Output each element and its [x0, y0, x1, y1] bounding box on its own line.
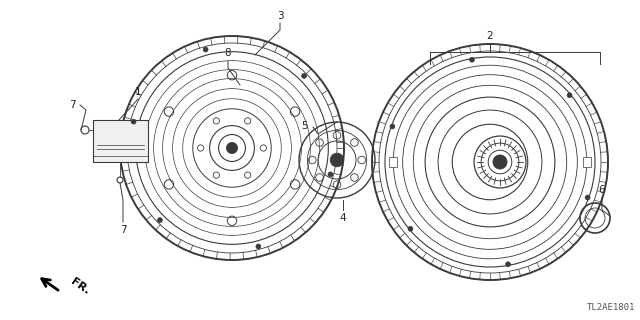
Circle shape — [390, 124, 395, 129]
Circle shape — [227, 142, 237, 154]
Text: 8: 8 — [225, 48, 231, 58]
Circle shape — [328, 172, 333, 177]
Circle shape — [203, 47, 208, 52]
Circle shape — [470, 57, 474, 62]
Bar — [583, 157, 591, 167]
Circle shape — [330, 153, 344, 167]
Text: FR.: FR. — [69, 276, 92, 296]
Circle shape — [567, 93, 572, 98]
Text: 3: 3 — [276, 11, 284, 21]
Circle shape — [408, 226, 413, 231]
Circle shape — [493, 155, 507, 169]
Text: 2: 2 — [486, 31, 493, 41]
Text: 5: 5 — [301, 121, 308, 131]
Circle shape — [157, 218, 163, 223]
Circle shape — [131, 119, 136, 124]
Text: 7: 7 — [120, 225, 126, 235]
Bar — [93, 120, 148, 162]
Text: 6: 6 — [598, 185, 605, 195]
Circle shape — [585, 195, 590, 200]
Text: 1: 1 — [134, 87, 141, 97]
Bar — [389, 157, 397, 167]
Text: 4: 4 — [340, 213, 346, 223]
Circle shape — [301, 73, 307, 78]
Circle shape — [506, 262, 511, 267]
Text: TL2AE1801: TL2AE1801 — [587, 303, 635, 312]
Circle shape — [256, 244, 261, 249]
Text: 7: 7 — [68, 100, 76, 110]
